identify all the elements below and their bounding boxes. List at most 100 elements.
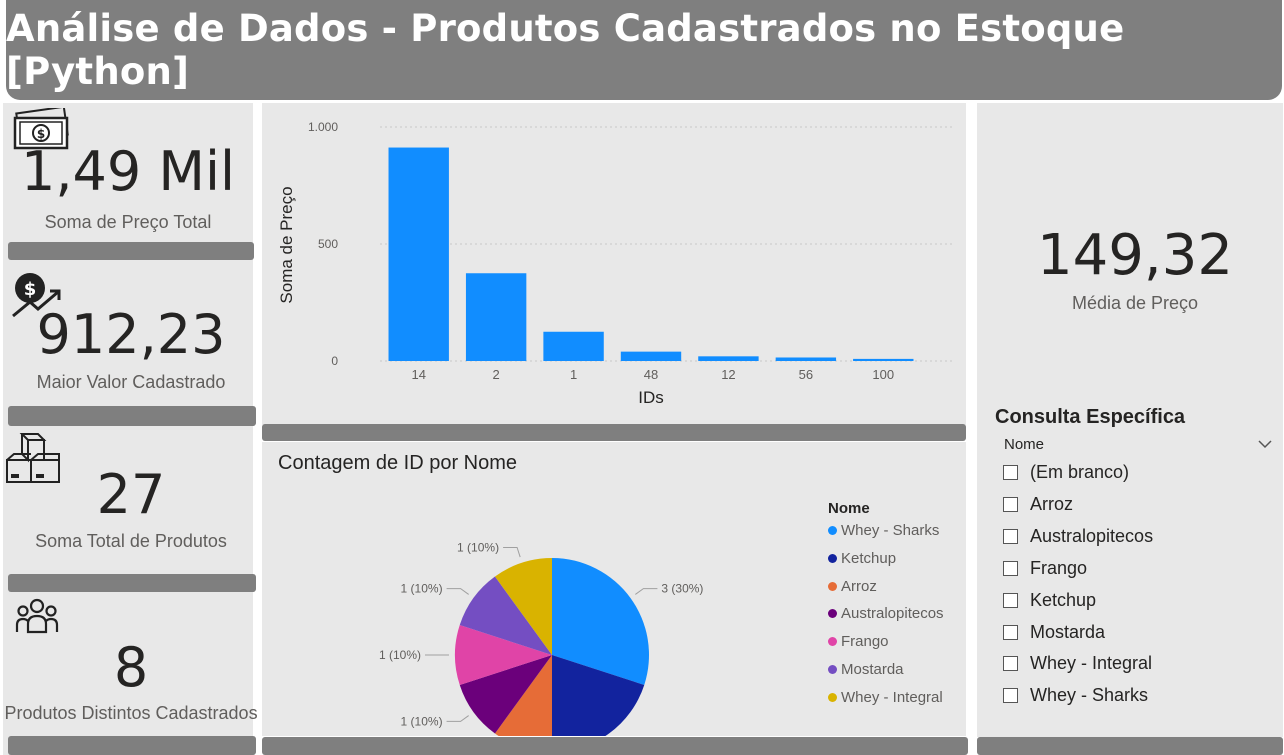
svg-text:$: $ — [37, 127, 45, 141]
slicer-item-label: Ketchup — [1030, 589, 1097, 610]
pie-slice-4[interactable] — [455, 625, 552, 685]
bar-chart-panel — [262, 103, 966, 425]
slicer-item[interactable]: (Em branco) — [1003, 462, 1129, 483]
checkbox[interactable] — [1003, 656, 1018, 672]
svg-text:$: $ — [24, 279, 37, 300]
checkbox[interactable] — [1003, 496, 1018, 512]
y-tick-label: 500 — [318, 237, 338, 251]
x-axis-title: IDs — [638, 388, 664, 407]
y-axis-title: Soma de Preço — [277, 186, 296, 303]
bar-14[interactable] — [388, 147, 449, 361]
kpi-distinct-products-value: 8 — [113, 636, 149, 699]
people-icon — [14, 596, 60, 640]
pie-slice-3[interactable] — [459, 655, 552, 734]
legend-item[interactable]: Frango — [828, 633, 889, 650]
checkbox[interactable] — [1003, 688, 1018, 704]
legend-dot-icon — [828, 526, 837, 535]
money-growth-icon: $ — [10, 270, 64, 324]
average-price-label: Média de Preço — [1071, 293, 1199, 313]
pie-slice-5[interactable] — [459, 576, 552, 655]
legend-item[interactable]: Whey - Sharks — [828, 522, 939, 539]
checkbox[interactable] — [1003, 528, 1018, 544]
legend-label: Ketchup — [841, 549, 897, 567]
kpi-total-price-label: Soma de Preço Total — [44, 212, 212, 232]
slicer-item[interactable]: Frango — [1003, 558, 1087, 579]
kpi-divider — [8, 736, 256, 755]
legend-label: Whey - Integral — [841, 688, 943, 706]
legend-dot-icon — [828, 665, 837, 674]
kpi-total-products-value: 27 — [96, 463, 166, 526]
slicer-item-label: Whey - Sharks — [1030, 685, 1149, 706]
kpi-divider — [8, 574, 256, 592]
slicer-item[interactable]: Australopitecos — [1003, 526, 1153, 547]
pie-leader-line — [635, 588, 658, 595]
legend-label: Frango — [841, 633, 889, 651]
kpi-max-label: Maior Valor Cadastrado — [36, 372, 226, 392]
kpi-divider — [8, 406, 256, 426]
bar-1[interactable] — [543, 331, 604, 361]
bar-12[interactable] — [698, 356, 759, 361]
boxes-icon — [4, 430, 62, 490]
slicer-item-label: Frango — [1030, 557, 1088, 578]
slicer-divider — [977, 737, 1283, 755]
pie-data-label: 1 (10%) — [401, 714, 443, 728]
slicer-item-label: Mostarda — [1030, 621, 1106, 642]
checkbox[interactable] — [1003, 624, 1018, 640]
y-tick-label: 1.000 — [308, 120, 338, 134]
x-tick-label: 48 — [644, 367, 658, 382]
kpi-distinct-products-label: Produtos Distintos Cadastrados — [4, 703, 258, 723]
pie-chart[interactable]: 3 (30%)2 (20%)1 (10%)1 (10%)1 (10%)1 (10… — [262, 442, 822, 736]
checkbox[interactable] — [1003, 592, 1018, 608]
money-icon: $ — [12, 105, 70, 156]
pie-chart-title: Contagem de ID por Nome — [278, 452, 518, 474]
checkbox[interactable] — [1003, 465, 1018, 480]
legend-item[interactable]: Mostarda — [828, 661, 904, 678]
chart-divider — [262, 424, 966, 441]
slicer-item-label: (Em branco) — [1030, 462, 1130, 482]
legend-label: Whey - Sharks — [841, 522, 940, 539]
x-tick-label: 56 — [799, 367, 813, 382]
bar-48[interactable] — [620, 351, 682, 361]
legend-label: Arroz — [841, 577, 877, 595]
legend-item[interactable]: Ketchup — [828, 550, 896, 567]
slicer-item[interactable]: Ketchup — [1003, 590, 1096, 611]
legend-item[interactable]: Whey - Integral — [828, 689, 943, 706]
report-title: Análise de Dados - Produtos Cadastrados … — [6, 7, 1125, 93]
slicer-title: Consulta Específica — [995, 406, 1186, 428]
x-tick-label: 100 — [872, 367, 894, 382]
pie-leader-line — [503, 547, 521, 558]
x-tick-label: 12 — [721, 367, 735, 382]
checkbox[interactable] — [1003, 560, 1018, 576]
bar-56[interactable] — [775, 357, 837, 361]
x-tick-label: 14 — [411, 367, 425, 382]
x-tick-label: 1 — [570, 367, 577, 382]
chevron-down-icon[interactable] — [1258, 436, 1272, 453]
slicer-field-header[interactable]: Nome — [1004, 436, 1272, 453]
pie-leader-line — [446, 715, 469, 722]
chart-divider — [262, 737, 968, 755]
pie-slice-1[interactable] — [552, 655, 645, 736]
pie-data-label: 1 (10%) — [379, 648, 421, 662]
pie-leader-line — [446, 588, 469, 595]
slicer-item[interactable]: Mostarda — [1003, 622, 1105, 643]
slicer-item[interactable]: Whey - Integral — [1003, 653, 1152, 674]
pie-slice-6[interactable] — [494, 558, 552, 655]
legend-label: Mostarda — [841, 661, 904, 678]
pie-data-label: 1 (10%) — [401, 582, 443, 596]
y-tick-label: 0 — [331, 354, 338, 368]
bar-100[interactable] — [853, 358, 914, 361]
pie-data-label: 1 (10%) — [457, 541, 499, 555]
pie-slice-0[interactable] — [552, 558, 649, 685]
legend-dot-icon — [828, 637, 837, 647]
legend-dot-icon — [828, 553, 837, 563]
legend-item[interactable]: Arroz — [828, 578, 877, 595]
slicer-item[interactable]: Arroz — [1003, 494, 1073, 515]
legend-item[interactable]: Australopitecos — [828, 605, 944, 622]
kpi-divider — [8, 242, 254, 260]
slicer-item-label: Arroz — [1030, 493, 1074, 514]
bar-chart[interactable]: 0 500 1.000 14 2 1 48 12 56 100 IDs Soma de Preço — [262, 103, 966, 425]
pie-slice-2[interactable] — [494, 655, 552, 736]
slicer-item[interactable]: Whey - Sharks — [1003, 685, 1148, 706]
slicer-field-label: Nome — [1004, 436, 1045, 453]
bar-2[interactable] — [465, 273, 527, 361]
